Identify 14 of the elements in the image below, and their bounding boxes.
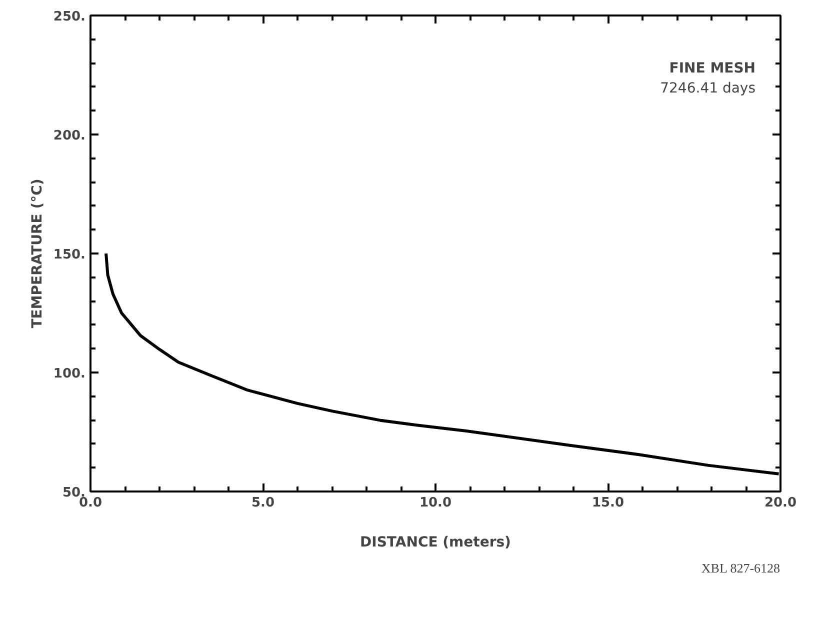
x-axis-title: DISTANCE (meters) <box>360 534 511 550</box>
y-tick-label: 100. <box>53 366 86 382</box>
annotation: 7246.41 days <box>660 80 756 96</box>
y-axis-title: TEMPERATURE (°C) <box>29 178 46 328</box>
y-tick-label: 150. <box>53 248 86 262</box>
x-tick-label: 15.0 <box>592 496 624 510</box>
y-tick-label: 250. <box>53 10 86 24</box>
x-tick-label: 20.0 <box>764 496 797 510</box>
x-tick-label: 5.0 <box>251 496 275 510</box>
text: XBL 827-6128 <box>701 560 780 576</box>
annotation: FINE MESH <box>669 60 756 76</box>
line-series <box>104 252 780 476</box>
y-tick-label: 200. <box>53 128 86 144</box>
x-tick-label: 10.0 <box>419 496 452 510</box>
